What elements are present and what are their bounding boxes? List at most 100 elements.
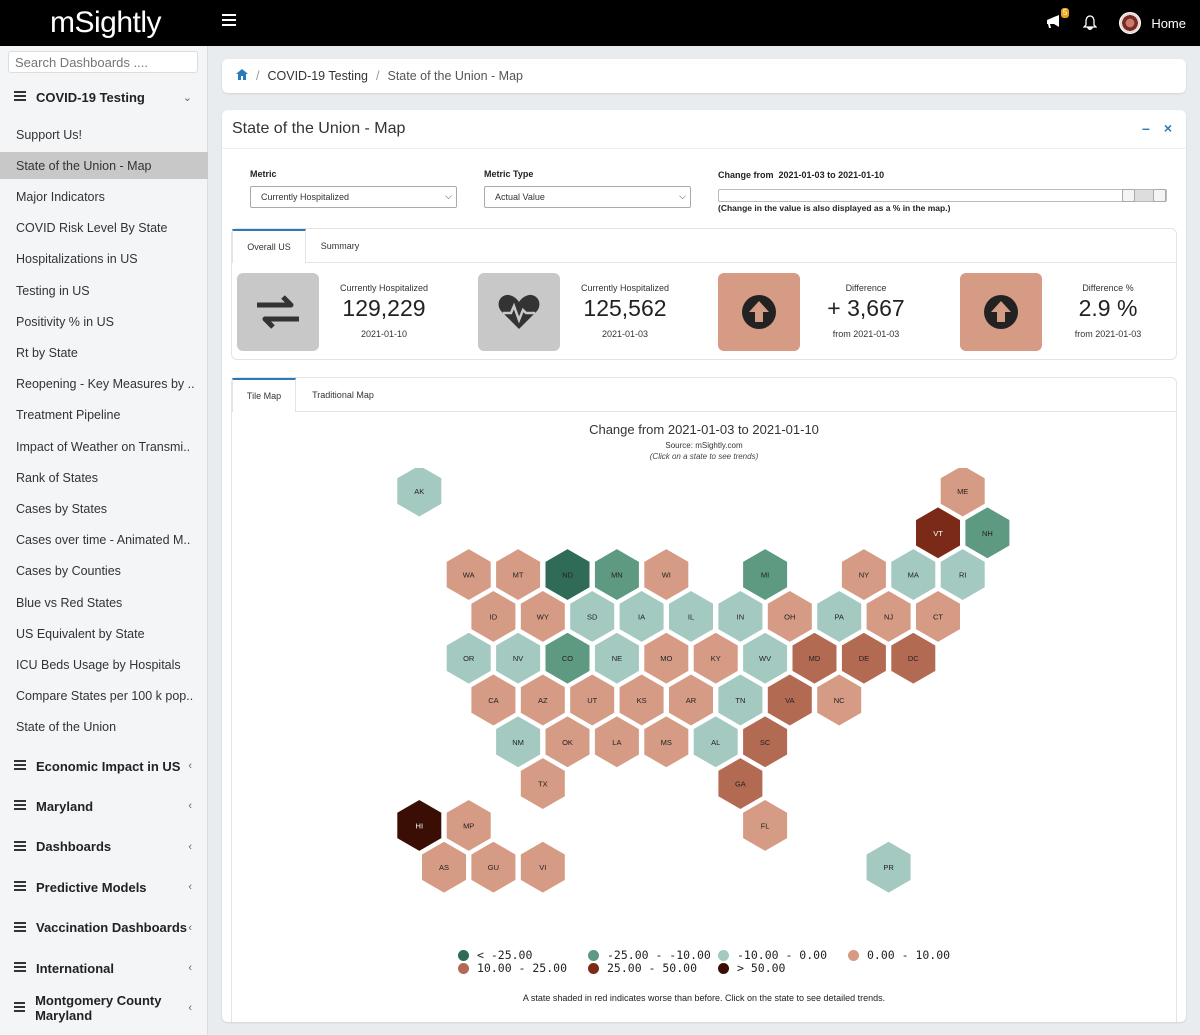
state-hex-az[interactable] [519,673,566,727]
state-hex-pa[interactable] [816,589,863,643]
bell-icon[interactable] [1082,15,1099,31]
sidebar-item[interactable]: Cases over time - Animated M.. [16,533,191,548]
state-hex-vt[interactable] [915,506,961,560]
home-link[interactable]: Home [1151,15,1186,31]
state-hex-ak[interactable] [396,468,443,518]
sidebar-item[interactable]: COVID Risk Level By State [16,221,168,236]
home-icon[interactable] [236,69,248,83]
state-hex-ms[interactable] [643,715,690,769]
sidebar-section[interactable]: International ‹ [0,949,208,987]
state-hex-mi[interactable] [742,548,789,602]
state-hex-tn[interactable] [717,673,764,727]
sidebar-section[interactable]: Montgomery County Maryland ‹ [0,989,208,1027]
state-hex-mo[interactable] [643,631,690,685]
state-hex-ok[interactable] [544,715,591,769]
state-hex-mt[interactable] [495,548,542,602]
sidebar-item[interactable]: Major Indicators [16,189,105,204]
metric-type-select[interactable]: Actual Value ⌵ [484,186,691,208]
app-logo[interactable]: mSightly [50,6,162,39]
state-hex-as[interactable] [421,840,467,894]
state-hex-wv[interactable] [742,631,789,685]
state-hex-sd[interactable] [569,589,616,643]
state-hex-al[interactable] [692,715,739,769]
state-hex-tx[interactable] [519,757,566,811]
state-hex-ga[interactable] [717,757,764,811]
state-hex-ct[interactable] [915,589,961,643]
state-hex-nv[interactable] [495,631,542,685]
state-hex-md[interactable] [791,631,838,685]
sidebar-section-covid-testing[interactable]: COVID-19 Testing ⌄ [0,78,208,116]
sidebar-item[interactable]: Blue vs Red States [16,595,123,610]
state-hex-or[interactable] [445,631,492,685]
state-hex-hi[interactable] [396,798,443,852]
state-hex-wi[interactable] [643,548,690,602]
state-hex-nm[interactable] [495,715,542,769]
state-hex-ut[interactable] [569,673,616,727]
state-hex-in[interactable] [717,589,764,643]
state-hex-ny[interactable] [840,548,887,602]
state-hex-nd[interactable] [544,548,591,602]
state-hex-pr[interactable] [865,840,912,894]
close-icon[interactable]: × [1163,120,1172,136]
state-hex-mn[interactable] [593,548,640,602]
sidebar-item[interactable]: State of the Union [16,720,117,735]
date-range-slider[interactable] [718,189,1167,202]
state-hex-ia[interactable] [618,589,665,643]
sidebar-item[interactable]: State of the Union - Map [0,152,208,180]
state-hex-oh[interactable] [766,589,813,643]
state-hex-de[interactable] [840,631,887,685]
state-hex-dc[interactable] [890,631,937,685]
state-hex-la[interactable] [593,715,640,769]
state-hex-ks[interactable] [618,673,665,727]
sidebar-item[interactable]: Cases by States [16,501,108,516]
state-hex-nc[interactable] [816,673,863,727]
breadcrumb-section[interactable]: COVID-19 Testing [267,69,368,83]
state-hex-ar[interactable] [668,673,714,727]
sidebar-item[interactable]: Testing in US [16,283,90,298]
state-hex-nj[interactable] [865,589,912,643]
state-hex-fl[interactable] [742,798,789,852]
tab-traditional-map[interactable]: Traditional Map [312,390,374,400]
sidebar-section[interactable]: Economic Impact in US ‹ [0,747,208,785]
state-hex-gu[interactable] [470,840,517,894]
state-hex-il[interactable] [668,589,714,643]
sidebar-item[interactable]: US Equivalent by State [16,626,145,641]
state-hex-wy[interactable] [519,589,566,643]
state-hex-sc[interactable] [742,715,789,769]
tab-summary[interactable]: Summary [320,241,360,251]
sidebar-item[interactable]: Cases by Counties [16,564,121,579]
state-hex-va[interactable] [766,673,813,727]
search-dashboards-input[interactable] [8,51,198,73]
user-avatar[interactable] [1119,12,1142,34]
sidebar-item[interactable]: Compare States per 100 k pop.. [16,689,194,704]
sidebar-item[interactable]: Reopening - Key Measures by .. [16,377,195,392]
sidebar-item[interactable]: Rank of States [16,470,98,485]
sidebar-item[interactable]: Treatment Pipeline [16,408,121,423]
state-hex-mp[interactable] [445,798,492,852]
sidebar-item[interactable]: Hospitalizations in US [16,252,138,267]
sidebar-section[interactable]: Vaccination Dashboards ‹ [0,909,208,947]
tab-overall-us[interactable]: Overall US [232,229,306,263]
state-hex-id[interactable] [470,589,517,643]
state-hex-wa[interactable] [445,548,492,602]
sidebar-item[interactable]: Support Us! [16,127,83,142]
state-hex-ca[interactable] [470,673,517,727]
slider-handle-end[interactable] [1153,189,1166,202]
minimize-icon[interactable]: – [1142,120,1150,136]
state-hex-ma[interactable] [890,548,937,602]
state-hex-nh[interactable] [964,506,1011,560]
sidebar-item[interactable]: Impact of Weather on Transmi.. [16,439,191,454]
state-hex-ne[interactable] [593,631,640,685]
state-hex-vi[interactable] [519,840,566,894]
sidebar-item[interactable]: Positivity % in US [16,314,114,329]
slider-handle-start[interactable] [1122,189,1135,202]
sidebar-section[interactable]: Maryland ‹ [0,787,208,825]
sidebar-item[interactable]: ICU Beds Usage by Hospitals [16,657,181,672]
metric-select[interactable]: Currently Hospitalized ⌵ [250,186,457,208]
hamburger-menu-icon[interactable] [222,14,236,28]
tab-tile-map[interactable]: Tile Map [232,378,296,412]
sidebar-section[interactable]: Dashboards ‹ [0,828,208,866]
megaphone-icon[interactable]: 5 [1045,8,1070,32]
sidebar-section[interactable]: Predictive Models ‹ [0,868,208,906]
sidebar-item[interactable]: Rt by State [16,345,78,360]
